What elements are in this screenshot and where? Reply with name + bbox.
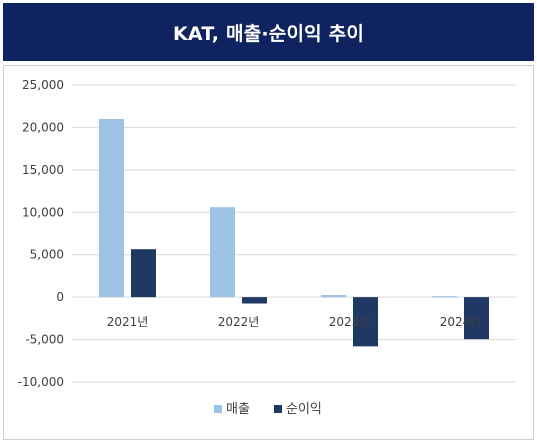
legend-swatch: [214, 405, 222, 413]
y-tick-label: 5,000: [30, 248, 64, 262]
chart-title: KAT, 매출·순이익 추이: [172, 22, 365, 45]
bar-2: [464, 297, 489, 340]
title-banner: KAT, 매출·순이익 추이: [3, 3, 534, 61]
bar-2: [131, 249, 156, 298]
bar-2: [242, 297, 267, 304]
bar-1: [432, 296, 457, 298]
legend-label: 매출: [226, 402, 250, 417]
bar-1: [210, 207, 235, 298]
y-tick-label: 25,000: [22, 78, 64, 92]
x-tick-label: 2021년: [107, 315, 149, 329]
y-tick-label: -10,000: [18, 375, 64, 389]
x-tick-label: 2024년: [440, 315, 482, 329]
y-tick-label: -5,000: [25, 333, 64, 347]
bar-1: [321, 295, 346, 298]
y-tick-label: 15,000: [22, 163, 64, 177]
legend-label: 순이익: [286, 402, 322, 417]
y-tick-label: 20,000: [22, 120, 64, 134]
y-tick-label: 10,000: [22, 205, 64, 219]
bar-1: [99, 118, 124, 298]
bar-2: [353, 297, 378, 347]
x-tick-label: 2022년: [218, 315, 260, 329]
x-tick-label: 2023년: [329, 315, 371, 329]
y-tick-label: 0: [56, 290, 64, 304]
legend-swatch: [274, 405, 282, 413]
